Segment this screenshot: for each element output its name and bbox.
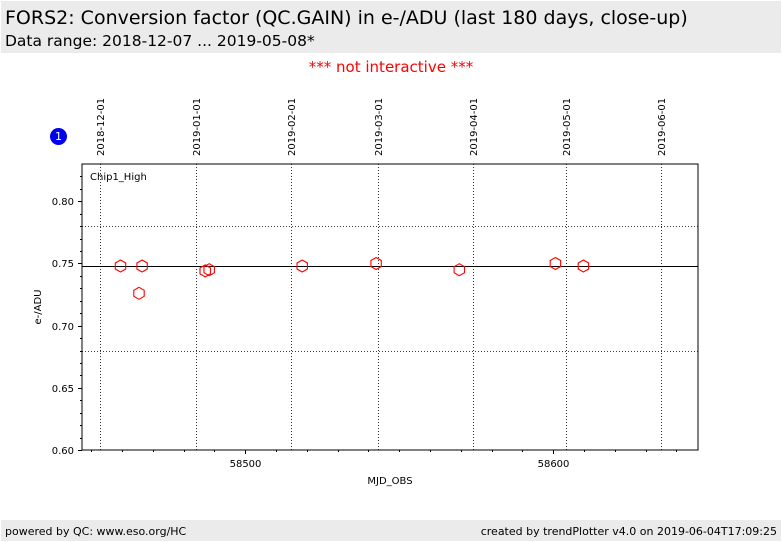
date-tick-label: 2019-03-01: [374, 98, 385, 156]
y-tick-label: 0.70: [52, 322, 74, 333]
y-axis-label: e-/ADU: [33, 290, 44, 325]
data-point: [577, 259, 590, 273]
y-tick-label: 0.65: [52, 384, 74, 395]
data-point: [296, 259, 308, 273]
plot-area: [81, 163, 699, 451]
data-point: [114, 259, 127, 273]
data-point: [203, 263, 215, 277]
date-tick-label: 2019-01-01: [192, 98, 203, 156]
data-point: [133, 286, 145, 300]
x-tick-label: 58600: [538, 459, 570, 470]
not-interactive-notice: *** not interactive ***: [308, 58, 474, 76]
date-tick-label: 2019-04-01: [469, 98, 480, 156]
x-tick-label: 58500: [230, 459, 262, 470]
date-tick-label: 2018-12-01: [96, 98, 107, 156]
y-tick-label: 0.60: [52, 446, 74, 457]
plot-number-badge[interactable]: 1: [50, 128, 67, 145]
y-tick-label: 0.75: [52, 259, 74, 270]
created-by-text: created by trendPlotter v4.0 on 2019-06-…: [480, 525, 777, 538]
powered-by-text: powered by QC: www.eso.org/HC: [5, 525, 187, 538]
date-tick-label: 2019-06-01: [657, 98, 668, 156]
panel-label: Chip1_High: [90, 172, 147, 183]
x-axis-label: MJD_OBS: [367, 476, 412, 487]
y-tick-label: 0.80: [52, 197, 74, 208]
page-title: FORS2: Conversion factor (QC.GAIN) in e-…: [5, 7, 688, 29]
data-point: [453, 263, 466, 277]
data-point: [199, 264, 211, 278]
data-range-subtitle: Data range: 2018-12-07 ... 2019-05-08*: [5, 32, 315, 50]
data-point: [549, 256, 562, 271]
data-point: [136, 259, 148, 273]
data-point: [370, 256, 382, 271]
footer-bar: powered by QC: www.eso.org/HC created by…: [1, 520, 781, 541]
date-tick-label: 2019-02-01: [287, 98, 298, 156]
date-tick-label: 2019-05-01: [562, 98, 573, 156]
header-bar: FORS2: Conversion factor (QC.GAIN) in e-…: [1, 1, 781, 53]
